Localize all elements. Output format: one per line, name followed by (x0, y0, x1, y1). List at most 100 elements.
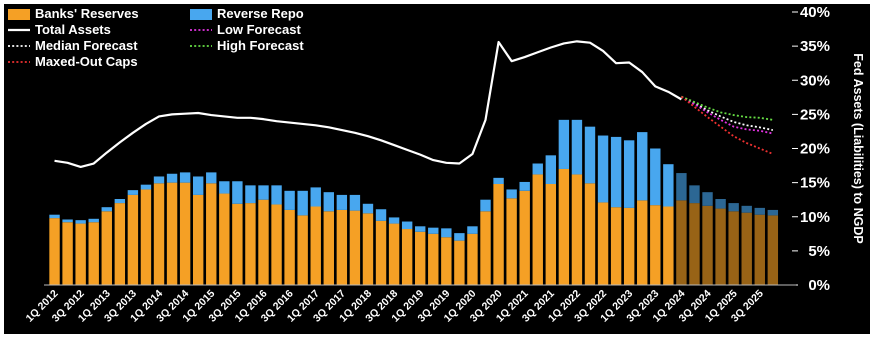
bar-reserves (454, 240, 465, 285)
bar-reverse-repo (506, 189, 517, 199)
bar-reserves (467, 233, 478, 285)
bar-reverse-repo (454, 233, 465, 241)
bar-reserves (310, 206, 321, 285)
y-tick-label: 10% (800, 209, 830, 226)
bar-reverse-repo (597, 135, 609, 203)
legend-swatch (8, 9, 30, 20)
bar-reserves (428, 233, 439, 285)
bar-reserves (741, 212, 752, 285)
bar-reserves (375, 220, 387, 285)
bar-reserves (140, 189, 152, 285)
bar-reserves (623, 207, 635, 285)
bar-reverse-repo (310, 187, 321, 207)
bar-reserves (101, 211, 112, 285)
bar-reserves (558, 168, 570, 285)
bar-reverse-repo (232, 181, 243, 204)
bar-reverse-repo (441, 228, 452, 238)
bars-layer (49, 119, 779, 286)
bar-reserves (271, 204, 282, 285)
bar-reverse-repo (519, 181, 530, 191)
legend-maxed-out-caps: Maxed-Out Caps (8, 54, 138, 69)
bar-reverse-repo (493, 177, 504, 184)
bar-reserves (545, 183, 557, 285)
bar-reserves (519, 190, 530, 285)
bar-reverse-repo (715, 199, 726, 209)
bar-reverse-repo (349, 194, 361, 211)
bar-reverse-repo (88, 218, 99, 223)
bar-reverse-repo (401, 221, 413, 230)
bar-reserves (127, 194, 139, 285)
bar-reserves (62, 222, 73, 285)
bar-reverse-repo (741, 205, 752, 213)
bar-reverse-repo (179, 172, 191, 183)
bar-reverse-repo (153, 176, 165, 184)
bar-reverse-repo (140, 184, 152, 190)
bar-reverse-repo (388, 217, 400, 224)
bar-reverse-repo (245, 185, 256, 204)
bar-reverse-repo (49, 214, 60, 219)
bar-reverse-repo (219, 181, 230, 194)
bar-reverse-repo (62, 219, 73, 223)
legend-label: Maxed-Out Caps (35, 54, 138, 69)
bar-reverse-repo (284, 190, 295, 210)
legend-high-forecast: High Forecast (190, 38, 304, 53)
bar-reverse-repo (584, 126, 596, 184)
bar-reserves (441, 237, 452, 285)
legend-low-forecast: Low Forecast (190, 22, 301, 37)
bar-reserves (192, 194, 204, 285)
bar-reserves (258, 199, 269, 285)
bar-reverse-repo (258, 185, 269, 200)
y-axis-title: Fed Assets (Liabilities) to NGDP (851, 53, 865, 244)
bar-reverse-repo (467, 226, 478, 234)
forecast-shading (674, 10, 780, 285)
bar-reserves (702, 205, 713, 285)
bar-reserves (245, 203, 256, 285)
bar-reverse-repo (75, 220, 86, 224)
y-tick-label: 35% (800, 38, 830, 55)
bar-reserves (676, 200, 687, 285)
bar-reverse-repo (676, 173, 687, 201)
bar-reverse-repo (336, 194, 348, 210)
bar-reverse-repo (650, 148, 661, 206)
bar-reverse-repo (663, 164, 674, 207)
y-tick-label: 0% (808, 277, 830, 294)
bar-reserves (689, 203, 700, 285)
bar-reserves (297, 215, 308, 285)
bar-reverse-repo (754, 207, 765, 215)
bar-reverse-repo (702, 192, 713, 206)
legend-banks-reserves: Banks' Reserves (8, 6, 139, 21)
bar-reserves (362, 213, 374, 285)
bar-reserves (637, 200, 648, 285)
legend-label: Low Forecast (217, 22, 301, 37)
bar-reverse-repo (767, 209, 779, 216)
bar-reverse-repo (375, 209, 387, 221)
bar-reserves (493, 183, 504, 285)
bar-reverse-repo (623, 140, 635, 208)
bar-reverse-repo (127, 190, 139, 195)
bar-reserves (754, 214, 765, 285)
lines-layer (54, 40, 774, 169)
bar-reserves (88, 222, 99, 285)
bar-reverse-repo (415, 226, 426, 232)
legend-label: Reverse Repo (217, 6, 304, 21)
bar-reserves (728, 211, 739, 285)
legend-label: High Forecast (217, 38, 304, 53)
bar-reserves (767, 215, 779, 285)
y-tick-label: 30% (800, 72, 830, 89)
y-axis: 0% 5% 10% 15% 20% 25% 30% 35% 40% (44, 4, 830, 294)
bar-reserves (401, 229, 413, 285)
y-tick-label: 5% (808, 243, 830, 260)
bar-reserves (571, 174, 583, 285)
bar-reverse-repo (571, 119, 583, 175)
line-total-assets (54, 40, 682, 169)
bar-reverse-repo (101, 207, 112, 212)
bar-reverse-repo (271, 185, 282, 205)
bar-reserves (75, 223, 86, 285)
bar-reserves (388, 223, 400, 285)
bar-reverse-repo (362, 203, 374, 214)
legend-median-forecast: Median Forecast (8, 38, 138, 53)
legend: Banks' Reserves Reverse Repo Total Assets L… (8, 6, 304, 69)
bar-reverse-repo (297, 190, 308, 216)
bar-reserves (715, 208, 726, 285)
